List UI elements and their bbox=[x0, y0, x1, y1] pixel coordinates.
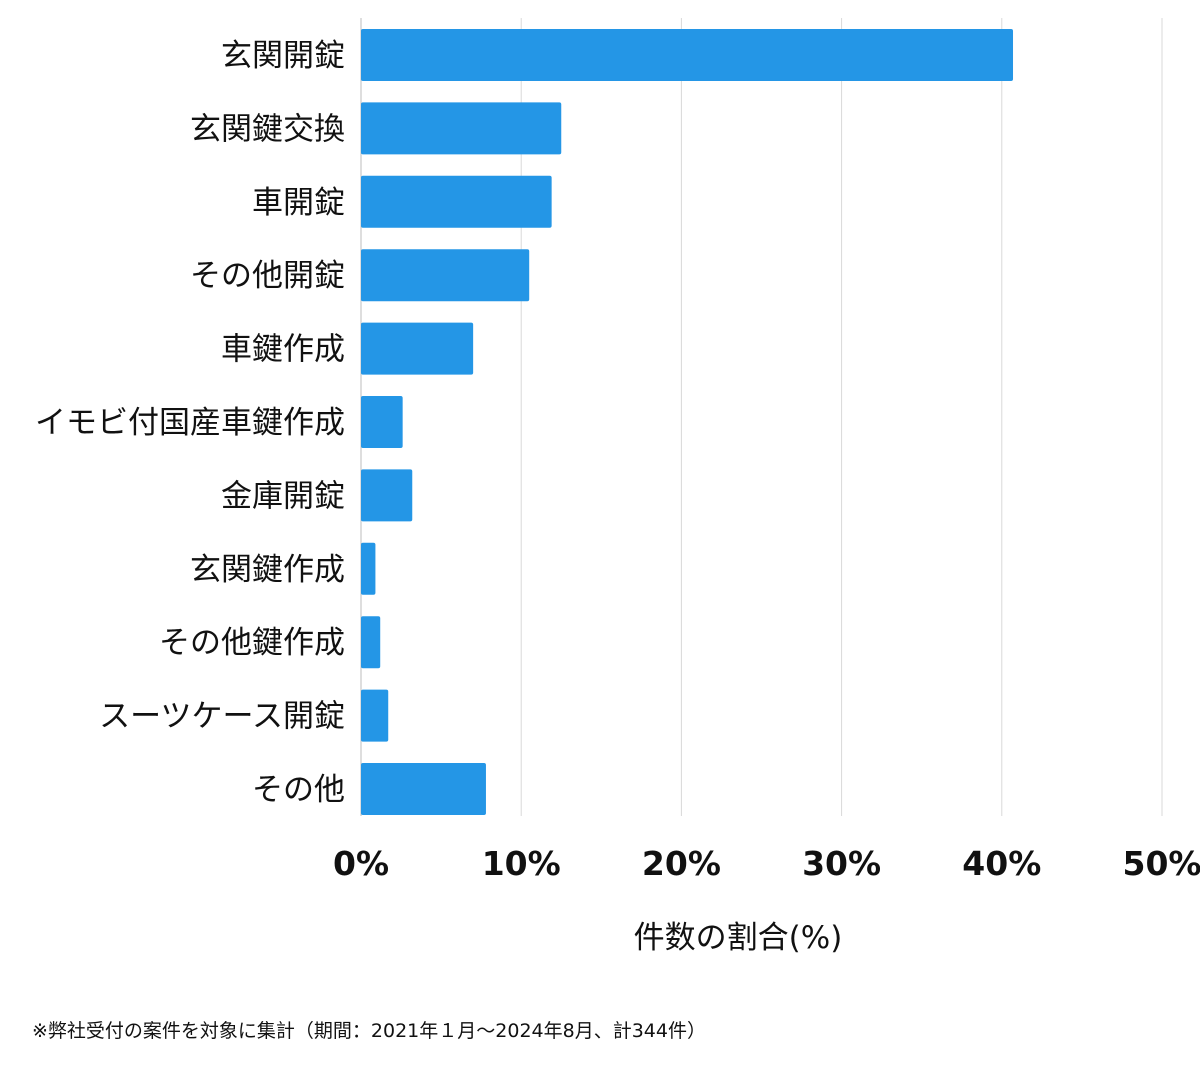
bar bbox=[361, 29, 1014, 81]
category-label: 車鍵作成 bbox=[221, 332, 345, 368]
x-tick-label: 10% bbox=[482, 844, 561, 883]
bar bbox=[361, 763, 486, 815]
bar bbox=[361, 175, 552, 228]
category-labels: 玄関開錠玄関鍵交換車開錠その他開錠車鍵作成イモビ付国産車鍵作成金庫開錠玄関鍵作成… bbox=[35, 38, 345, 808]
category-label: スーツケース開錠 bbox=[99, 699, 345, 735]
category-label: 車開錠 bbox=[252, 185, 345, 221]
x-tick-label: 20% bbox=[642, 844, 721, 883]
bar-chart: 玄関開錠玄関鍵交換車開錠その他開錠車鍵作成イモビ付国産車鍵作成金庫開錠玄関鍵作成… bbox=[35, 18, 1200, 956]
category-label: イモビ付国産車鍵作成 bbox=[35, 405, 345, 441]
bar bbox=[361, 102, 562, 155]
bar bbox=[361, 616, 381, 669]
bars bbox=[361, 29, 1014, 815]
bar bbox=[361, 689, 389, 742]
footnote: ※弊社受付の案件を対象に集計（期間：2021年１月〜2024年8月、計344件） bbox=[32, 1020, 706, 1042]
category-label: 金庫開錠 bbox=[221, 478, 345, 514]
bar bbox=[361, 249, 530, 302]
category-label: その他 bbox=[252, 772, 345, 808]
category-label: その他開錠 bbox=[190, 258, 345, 294]
x-tick-label: 40% bbox=[962, 844, 1041, 883]
x-tick-label: 0% bbox=[333, 844, 389, 883]
bar bbox=[361, 469, 413, 522]
category-label: 玄関鍵作成 bbox=[190, 552, 345, 588]
bar bbox=[361, 396, 403, 448]
category-label: 玄関鍵交換 bbox=[190, 111, 345, 147]
x-tick-labels: 0% 10% 20% 30% 40% 50% bbox=[333, 844, 1200, 883]
x-tick-label: 50% bbox=[1123, 844, 1200, 883]
category-label: 玄関開錠 bbox=[221, 38, 345, 74]
bar bbox=[361, 322, 474, 375]
bar bbox=[361, 542, 376, 595]
x-tick-label: 30% bbox=[802, 844, 881, 883]
x-axis-label: 件数の割合(%) bbox=[634, 920, 843, 956]
category-label: その他鍵作成 bbox=[159, 625, 345, 661]
